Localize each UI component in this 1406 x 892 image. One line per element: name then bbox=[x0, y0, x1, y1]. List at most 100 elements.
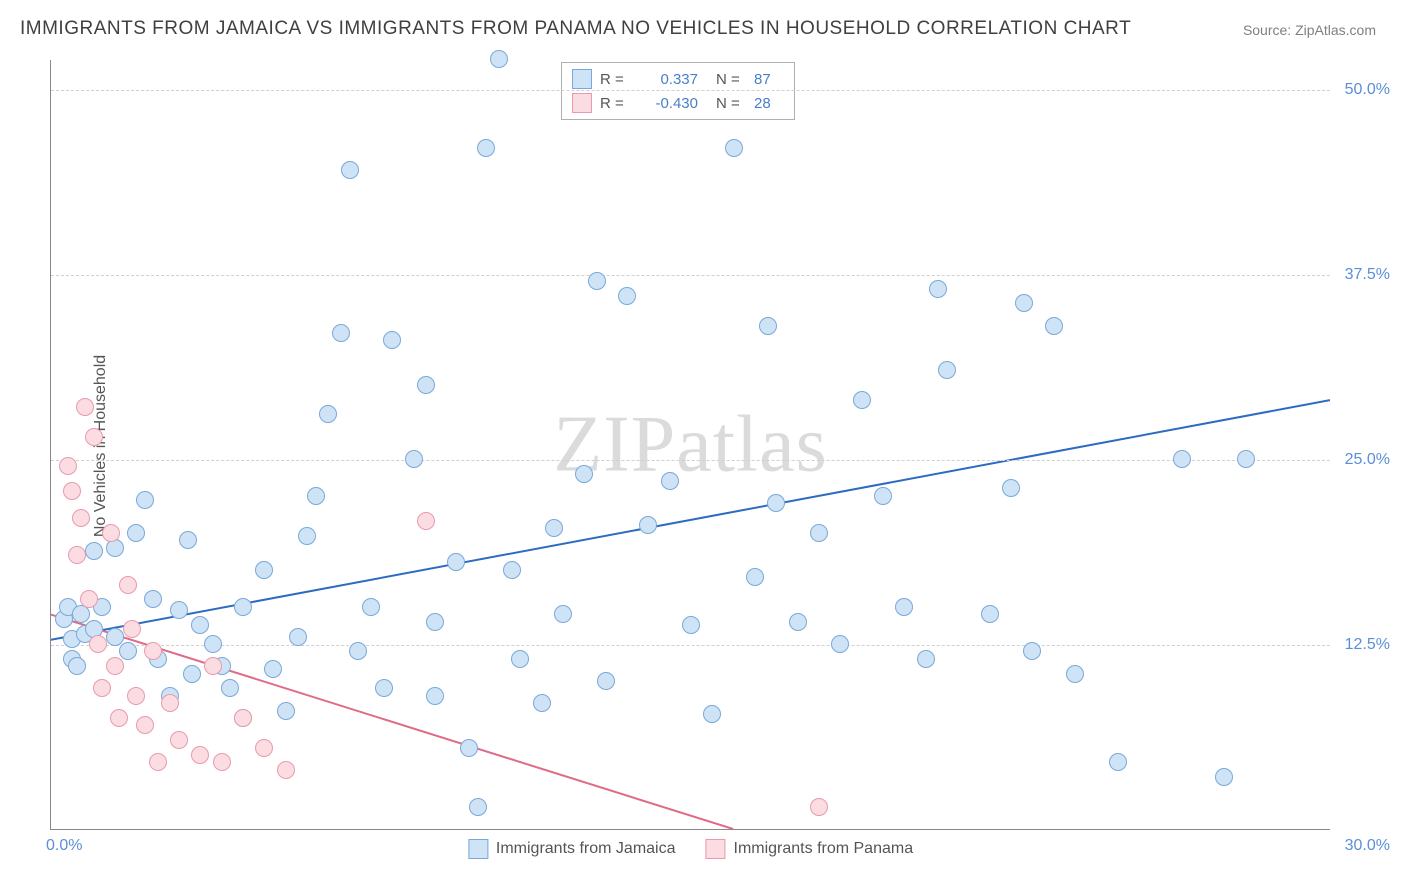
data-point bbox=[597, 672, 615, 690]
data-point bbox=[221, 679, 239, 697]
data-point bbox=[575, 465, 593, 483]
data-point bbox=[255, 739, 273, 757]
data-point bbox=[106, 628, 124, 646]
data-point bbox=[682, 616, 700, 634]
x-tick-label: 0.0% bbox=[46, 837, 82, 855]
data-point bbox=[460, 739, 478, 757]
data-point bbox=[136, 716, 154, 734]
data-point bbox=[119, 576, 137, 594]
data-point bbox=[341, 161, 359, 179]
data-point bbox=[981, 605, 999, 623]
data-point bbox=[1109, 753, 1127, 771]
x-tick-label: 30.0% bbox=[1345, 837, 1390, 855]
data-point bbox=[1215, 768, 1233, 786]
data-point bbox=[170, 731, 188, 749]
legend-row: R = 0.337 N = 87 bbox=[572, 67, 784, 91]
data-point bbox=[545, 519, 563, 537]
data-point bbox=[191, 616, 209, 634]
legend-n-label: N = bbox=[716, 95, 746, 112]
data-point bbox=[746, 568, 764, 586]
chart-title: IMMIGRANTS FROM JAMAICA VS IMMIGRANTS FR… bbox=[20, 18, 1131, 40]
data-point bbox=[213, 753, 231, 771]
y-tick-label: 50.0% bbox=[1345, 81, 1390, 99]
watermark: ZIPatlas bbox=[553, 399, 828, 490]
gridline bbox=[51, 90, 1330, 91]
watermark-zip: ZIP bbox=[553, 400, 676, 488]
legend-n-label: N = bbox=[716, 71, 746, 88]
data-point bbox=[234, 598, 252, 616]
data-point bbox=[1173, 450, 1191, 468]
data-point bbox=[725, 139, 743, 157]
legend-label: Immigrants from Jamaica bbox=[496, 840, 676, 858]
data-point bbox=[490, 50, 508, 68]
data-point bbox=[59, 457, 77, 475]
plot-area: ZIPatlas R =0.337N =87R =-0.430N =28 Imm… bbox=[50, 60, 1330, 830]
legend-r-value: 0.337 bbox=[638, 71, 698, 88]
data-point bbox=[264, 660, 282, 678]
data-point bbox=[618, 287, 636, 305]
data-point bbox=[588, 272, 606, 290]
data-point bbox=[661, 472, 679, 490]
gridline bbox=[51, 460, 1330, 461]
data-point bbox=[68, 657, 86, 675]
data-point bbox=[417, 376, 435, 394]
data-point bbox=[789, 613, 807, 631]
data-point bbox=[85, 428, 103, 446]
data-point bbox=[1015, 294, 1033, 312]
data-point bbox=[503, 561, 521, 579]
data-point bbox=[289, 628, 307, 646]
legend-swatch bbox=[468, 839, 488, 859]
data-point bbox=[204, 635, 222, 653]
data-point bbox=[119, 642, 137, 660]
data-point bbox=[511, 650, 529, 668]
legend-r-label: R = bbox=[600, 71, 630, 88]
data-point bbox=[76, 398, 94, 416]
data-point bbox=[183, 665, 201, 683]
data-point bbox=[554, 605, 572, 623]
data-point bbox=[234, 709, 252, 727]
legend-r-value: -0.430 bbox=[638, 95, 698, 112]
data-point bbox=[853, 391, 871, 409]
data-point bbox=[426, 687, 444, 705]
data-point bbox=[895, 598, 913, 616]
source-label: Source: ZipAtlas.com bbox=[1243, 22, 1376, 38]
data-point bbox=[332, 324, 350, 342]
data-point bbox=[477, 139, 495, 157]
data-point bbox=[72, 509, 90, 527]
data-point bbox=[375, 679, 393, 697]
data-point bbox=[110, 709, 128, 727]
y-tick-label: 12.5% bbox=[1345, 636, 1390, 654]
data-point bbox=[469, 798, 487, 816]
data-point bbox=[1066, 665, 1084, 683]
data-point bbox=[703, 705, 721, 723]
data-point bbox=[1002, 479, 1020, 497]
data-point bbox=[89, 635, 107, 653]
legend-n-value: 87 bbox=[754, 71, 784, 88]
data-point bbox=[1237, 450, 1255, 468]
gridline bbox=[51, 645, 1330, 646]
watermark-atlas: atlas bbox=[676, 400, 828, 488]
data-point bbox=[639, 516, 657, 534]
data-point bbox=[874, 487, 892, 505]
data-point bbox=[426, 613, 444, 631]
legend-swatch bbox=[705, 839, 725, 859]
legend-n-value: 28 bbox=[754, 95, 784, 112]
legend-row: R =-0.430N =28 bbox=[572, 91, 784, 115]
legend-series: Immigrants from JamaicaImmigrants from P… bbox=[468, 839, 913, 859]
data-point bbox=[917, 650, 935, 668]
data-point bbox=[362, 598, 380, 616]
data-point bbox=[149, 753, 167, 771]
data-point bbox=[80, 590, 98, 608]
data-point bbox=[447, 553, 465, 571]
data-point bbox=[929, 280, 947, 298]
data-point bbox=[127, 687, 145, 705]
legend-swatch bbox=[572, 69, 592, 89]
data-point bbox=[533, 694, 551, 712]
data-point bbox=[63, 482, 81, 500]
y-tick-label: 25.0% bbox=[1345, 451, 1390, 469]
data-point bbox=[144, 590, 162, 608]
data-point bbox=[1045, 317, 1063, 335]
data-point bbox=[767, 494, 785, 512]
legend-item: Immigrants from Jamaica bbox=[468, 839, 676, 859]
data-point bbox=[136, 491, 154, 509]
